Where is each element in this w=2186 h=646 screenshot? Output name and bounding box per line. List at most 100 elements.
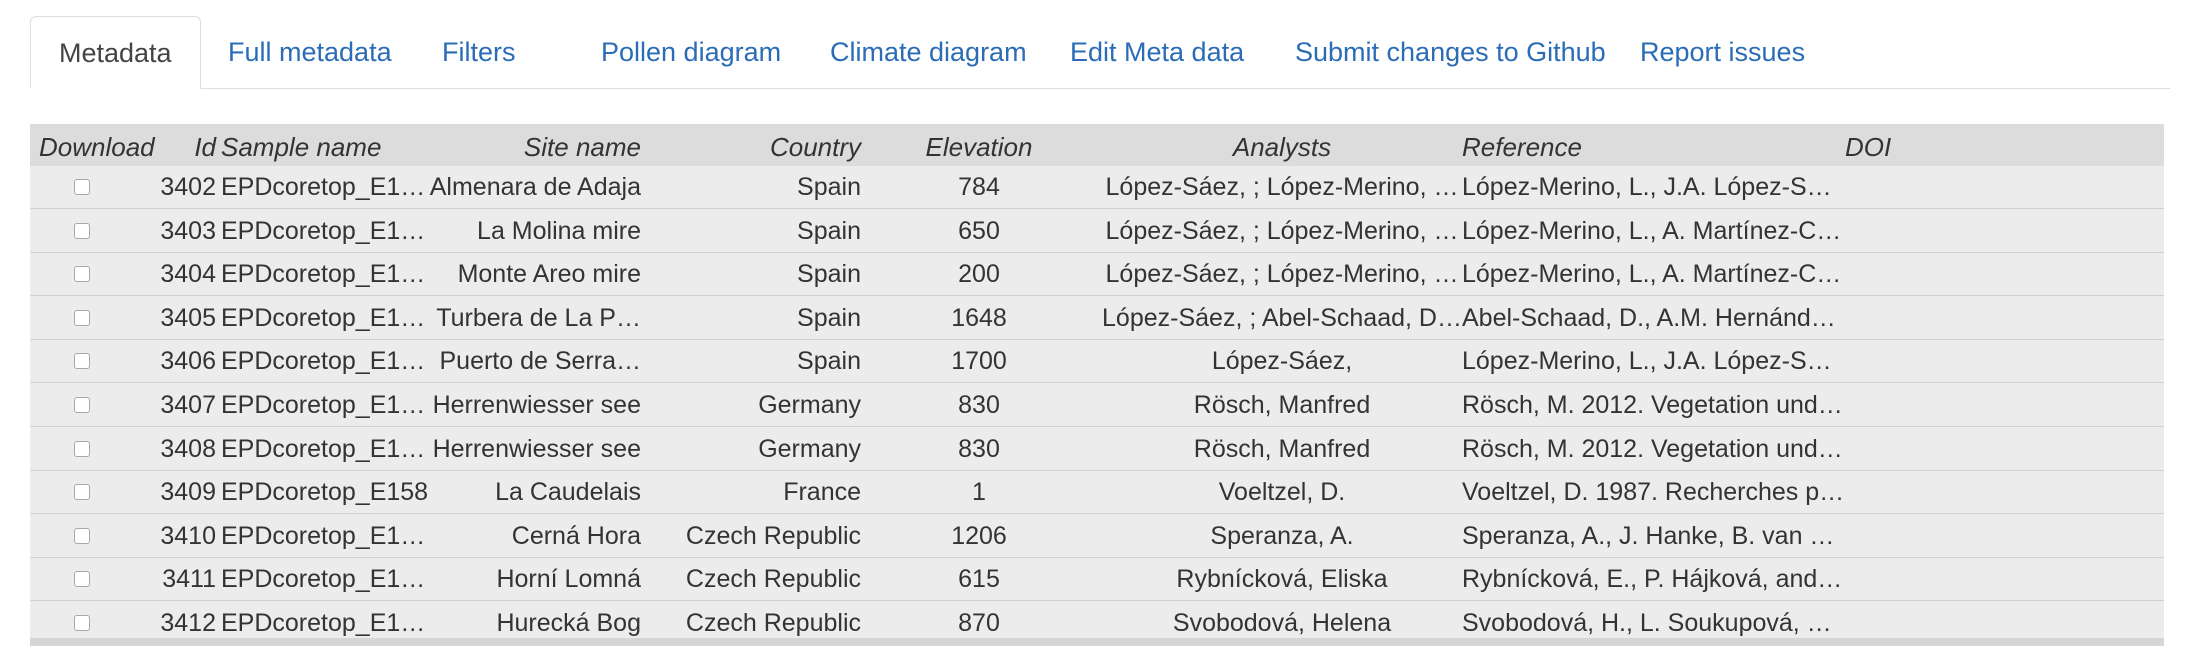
header-site-name[interactable]: Site name [523, 132, 641, 162]
cell-doi [1845, 253, 2105, 296]
table-row[interactable]: 3409 EPDcoretop_E158 La Caudelais France 1 Vo… [30, 471, 2164, 515]
table-row[interactable]: 3412 EPDcoretop_E1… Hurecká Bog Czech Repub… [30, 602, 2164, 645]
tab-edit-meta-data[interactable]: Edit Meta data [1070, 37, 1245, 67]
cell-elevation: 1206 [951, 521, 1007, 550]
cell-reference: Rybnícková, E., P. Hájková, and… [1462, 565, 1842, 594]
download-checkbox[interactable] [74, 397, 90, 413]
header-elevation[interactable]: Elevation [925, 132, 1033, 162]
cell-id: 3403 [160, 216, 216, 245]
tab-filters[interactable]: Filters [442, 37, 516, 67]
tab-report-issues[interactable]: Report issues [1640, 37, 1806, 67]
cell-id: 3410 [160, 521, 216, 550]
cell-country: Germany [758, 391, 861, 419]
header-sample-name[interactable]: Sample name [221, 132, 382, 162]
cell-sample-name: EPDcoretop_E1… [221, 609, 426, 637]
cell-doi [1845, 297, 2105, 340]
cell-analysts: Svobodová, Helena [1172, 609, 1392, 637]
tab-metadata[interactable]: Metadata [30, 16, 201, 89]
table-bottom-border [30, 638, 2164, 646]
table-row[interactable]: 3408 EPDcoretop_E1… Herrenwiesser see Germa… [30, 428, 2164, 471]
cell-elevation: 830 [958, 391, 1000, 419]
cell-country: Spain [797, 303, 861, 332]
cell-sample-name: EPDcoretop_E1… [221, 216, 426, 245]
cell-reference: López-Merino, L., A. Martínez-C… [1462, 260, 1842, 289]
header-analysts[interactable]: Analysts [1232, 132, 1332, 162]
cell-sample-name: EPDcoretop_E1… [221, 260, 426, 289]
cell-doi [1845, 384, 2105, 427]
cell-elevation: 830 [958, 434, 1000, 463]
table-row[interactable]: 3403 EPDcoretop_E1… La Molina mire Spain 650… [30, 210, 2164, 253]
cell-elevation: 200 [958, 260, 1000, 289]
metadata-table: Download Id Sample name Site name Countr… [30, 124, 2164, 646]
cell-analysts: López-Sáez, ; López-Merino, … [1105, 216, 1459, 245]
tab-bar: Metadata Full metadata Filters Pollen di… [30, 0, 2170, 89]
download-checkbox[interactable] [74, 484, 90, 501]
cell-reference: Rösch, M. 2012. Vegetation und… [1462, 434, 1842, 463]
download-checkbox[interactable] [74, 266, 90, 283]
cell-analysts: Rybnícková, Eliska [1176, 565, 1388, 594]
cell-id: 3407 [160, 391, 216, 419]
cell-doi [1845, 166, 2105, 209]
cell-sample-name: EPDcoretop_E1… [221, 565, 426, 594]
table-row[interactable]: 3410 EPDcoretop_E1… Cerná Hora Czech Republ… [30, 515, 2164, 558]
cell-reference: Rösch, M. 2012. Vegetation und… [1462, 391, 1842, 419]
cell-country: Czech Republic [685, 565, 861, 594]
download-checkbox[interactable] [74, 440, 90, 457]
cell-elevation: 1648 [951, 303, 1007, 332]
table-row[interactable]: 3407 EPDcoretop_E1… Herrenwiesser see Germa… [30, 384, 2164, 427]
download-checkbox[interactable] [74, 527, 90, 544]
cell-site-name: La Caudelais [495, 478, 641, 507]
table-row[interactable]: 3405 EPDcoretop_E1… Turbera de La P… Spain 1… [30, 297, 2164, 340]
cell-sample-name: EPDcoretop_E1… [221, 391, 426, 419]
cell-reference: Voeltzel, D. 1987. Recherches p… [1462, 478, 1842, 507]
cell-sample-name: EPDcoretop_E158 [221, 478, 429, 507]
download-checkbox[interactable] [74, 571, 90, 588]
table-row[interactable]: 3402 EPDcoretop_E1… Almenara de Adaja Spain… [30, 166, 2164, 209]
tab-pollen-diagram[interactable]: Pollen diagram [601, 37, 782, 67]
cell-elevation: 615 [958, 565, 1000, 594]
download-checkbox[interactable] [74, 222, 90, 239]
table-row[interactable]: 3406 EPDcoretop_E1… Puerto de Serra… Spain 1… [30, 340, 2164, 384]
cell-doi [1845, 471, 2105, 514]
cell-sample-name: EPDcoretop_E1… [221, 303, 426, 332]
cell-country: Czech Republic [685, 609, 861, 637]
cell-doi [1845, 340, 2105, 383]
table-row[interactable]: 3411 EPDcoretop_E1… Horní Lomná Czech Repub… [30, 558, 2164, 602]
cell-id: 3402 [160, 173, 216, 201]
cell-analysts: Voeltzel, D. [1218, 478, 1346, 507]
tab-full-metadata[interactable]: Full metadata [228, 37, 392, 67]
header-id[interactable]: Id [194, 132, 216, 162]
header-reference[interactable]: Reference [1462, 132, 1582, 162]
cell-site-name: La Molina mire [477, 216, 641, 245]
tab-climate-diagram[interactable]: Climate diagram [830, 37, 1027, 67]
cell-elevation: 650 [958, 216, 1000, 245]
cell-country: Spain [797, 347, 861, 376]
cell-analysts: López-Sáez, ; López-Merino, … [1105, 260, 1459, 289]
header-doi[interactable]: DOI [1845, 132, 1892, 162]
cell-elevation: 1700 [951, 347, 1007, 376]
cell-site-name: Cerná Hora [511, 521, 641, 550]
cell-country: Spain [797, 173, 861, 201]
download-checkbox[interactable] [74, 353, 90, 370]
download-checkbox[interactable] [74, 615, 90, 631]
cell-doi [1845, 428, 2105, 471]
cell-analysts: López-Sáez, ; López-Merino, … [1105, 173, 1459, 201]
header-country[interactable]: Country [769, 132, 861, 162]
cell-analysts: Rösch, Manfred [1193, 391, 1371, 419]
cell-id: 3404 [160, 260, 216, 289]
table-row[interactable]: 3404 EPDcoretop_E1… Monte Areo mire Spain 20… [30, 253, 2164, 297]
header-download[interactable]: Download [39, 132, 155, 162]
cell-sample-name: EPDcoretop_E1… [221, 347, 426, 376]
tab-submit-changes-github[interactable]: Submit changes to Github [1295, 37, 1606, 67]
cell-country: Germany [758, 434, 861, 463]
download-checkbox[interactable] [74, 309, 90, 326]
cell-sample-name: EPDcoretop_E1… [221, 173, 426, 201]
cell-site-name: Almenara de Adaja [429, 173, 641, 201]
cell-reference: López-Merino, L., A. Martínez-C… [1462, 216, 1842, 245]
cell-analysts: Speranza, A. [1210, 521, 1354, 550]
cell-doi [1845, 515, 2105, 558]
download-checkbox[interactable] [74, 179, 90, 195]
cell-reference: Abel-Schaad, D., A.M. Hernánd… [1462, 303, 1836, 332]
cell-reference: Speranza, A., J. Hanke, B. van … [1462, 521, 1835, 550]
cell-analysts: Rösch, Manfred [1193, 434, 1371, 463]
